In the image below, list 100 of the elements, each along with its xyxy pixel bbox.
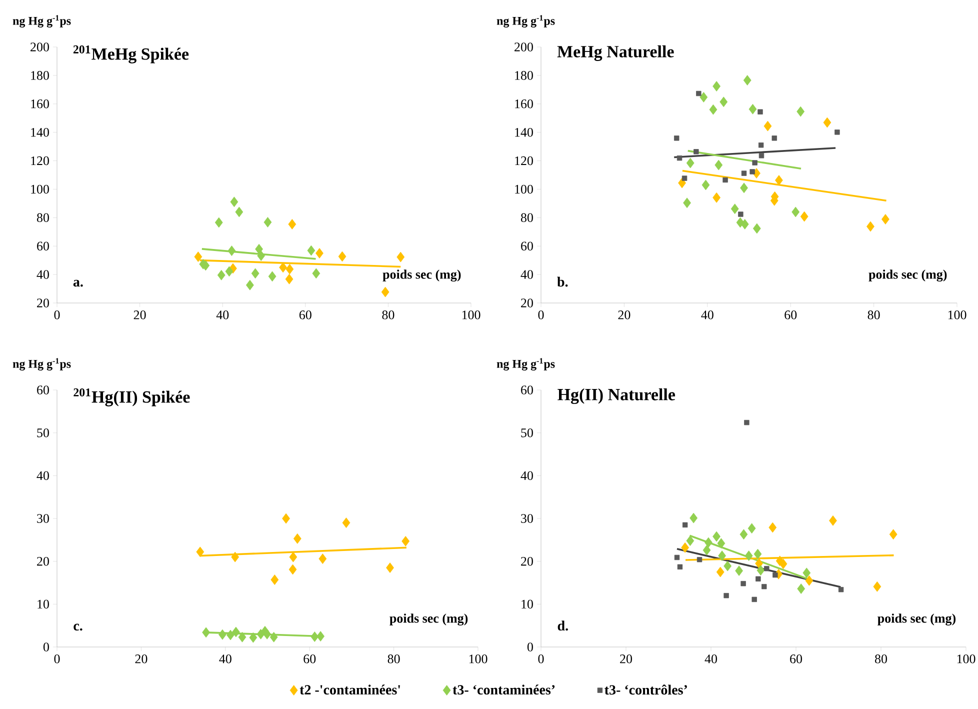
point xyxy=(676,155,682,161)
point xyxy=(724,592,729,598)
y-tick-label: 140 xyxy=(515,128,533,137)
point xyxy=(704,537,712,548)
y-tick-label: 40 xyxy=(520,471,533,480)
y-tick-label: 60 xyxy=(37,386,49,394)
point xyxy=(716,566,724,578)
point xyxy=(741,170,747,176)
point xyxy=(217,270,226,280)
point xyxy=(232,626,240,638)
annotation: d. xyxy=(558,620,568,631)
y-tick-label: 0 xyxy=(43,642,49,652)
point xyxy=(764,120,772,132)
chart-title: $^{201}$Hg(II) Spikée xyxy=(74,388,190,406)
point xyxy=(230,196,238,208)
point xyxy=(740,529,748,540)
point xyxy=(756,565,765,576)
y-tick-label: 200 xyxy=(514,42,533,52)
point xyxy=(755,558,763,569)
point xyxy=(214,217,223,228)
x-tick-label: 60 xyxy=(304,654,316,664)
point xyxy=(709,104,718,115)
y-tick-label: 80 xyxy=(520,213,533,222)
point xyxy=(683,198,691,208)
x-axis-title: poids sec (mg) xyxy=(878,614,956,626)
point xyxy=(316,248,324,258)
x-axis-title: poids sec (mg) xyxy=(390,614,468,626)
legend-label: t2 -'contaminées' xyxy=(300,684,400,695)
annotation: b. xyxy=(557,276,568,287)
point xyxy=(681,542,690,553)
y-tick-label: 30 xyxy=(521,514,533,523)
point xyxy=(714,160,723,170)
point xyxy=(800,211,808,222)
point xyxy=(285,274,294,284)
point xyxy=(318,554,327,564)
point xyxy=(796,106,805,117)
annotation: a. xyxy=(73,280,83,287)
x-tick-label: 0 xyxy=(54,654,60,664)
point xyxy=(249,632,258,643)
point xyxy=(674,136,680,141)
y-tick-label: 20 xyxy=(521,556,533,566)
legend-label: t3- ‘contrôles’ xyxy=(604,684,687,695)
point xyxy=(218,629,226,640)
point xyxy=(225,266,234,277)
point xyxy=(286,264,294,274)
y-axis-title: ng Hg g$^{-1}$ps xyxy=(496,15,555,28)
point xyxy=(686,536,694,546)
point xyxy=(686,158,694,168)
y-tick-label: 200 xyxy=(30,42,49,52)
point xyxy=(829,515,837,526)
x-tick-label: 20 xyxy=(618,310,630,320)
x-tick-label: 100 xyxy=(957,654,976,664)
point xyxy=(754,548,762,560)
y-tick-label: 30 xyxy=(37,514,49,523)
chart-title: $^{201}$MeHg Spikée xyxy=(73,45,189,64)
y-tick-label: 160 xyxy=(515,99,533,108)
point xyxy=(268,271,276,282)
point xyxy=(288,564,297,575)
y-tick-label: 40 xyxy=(520,270,533,279)
point xyxy=(696,557,702,562)
x-tick-label: 60 xyxy=(784,310,797,320)
point xyxy=(882,214,890,224)
point xyxy=(768,522,777,533)
point xyxy=(264,217,272,228)
point xyxy=(717,538,726,549)
point xyxy=(682,522,688,528)
point xyxy=(735,566,743,576)
y-tick-label: 40 xyxy=(36,270,49,279)
point xyxy=(712,192,720,203)
point xyxy=(316,631,324,642)
point xyxy=(402,536,410,546)
x-tick-label: 60 xyxy=(299,310,312,320)
point xyxy=(758,109,763,114)
x-tick-label: 80 xyxy=(868,310,880,320)
point xyxy=(792,206,800,218)
point xyxy=(772,572,778,578)
point xyxy=(718,550,726,561)
x-tick-label: 40 xyxy=(704,654,718,664)
point xyxy=(246,280,254,290)
point xyxy=(744,550,753,561)
point xyxy=(712,81,720,92)
y-tick-label: 20 xyxy=(37,298,49,308)
point xyxy=(270,574,279,585)
point xyxy=(712,531,720,542)
legend-label: t3- ‘contaminées’ xyxy=(452,684,555,695)
point xyxy=(743,75,752,86)
x-tick-label: 40 xyxy=(216,310,229,320)
point xyxy=(740,182,748,194)
x-tick-label: 80 xyxy=(382,310,394,320)
x-tick-label: 20 xyxy=(620,654,632,664)
y-axis-title: ng Hg g$^{-1}$ps xyxy=(12,358,71,370)
y-tick-label: 100 xyxy=(31,184,49,194)
y-tick-label: 60 xyxy=(521,242,533,250)
y-tick-label: 60 xyxy=(37,242,49,250)
point xyxy=(381,286,390,298)
x-tick-label: 0 xyxy=(538,310,544,320)
point xyxy=(724,560,732,572)
point xyxy=(279,262,287,273)
point xyxy=(823,117,832,128)
x-tick-label: 80 xyxy=(388,654,400,664)
